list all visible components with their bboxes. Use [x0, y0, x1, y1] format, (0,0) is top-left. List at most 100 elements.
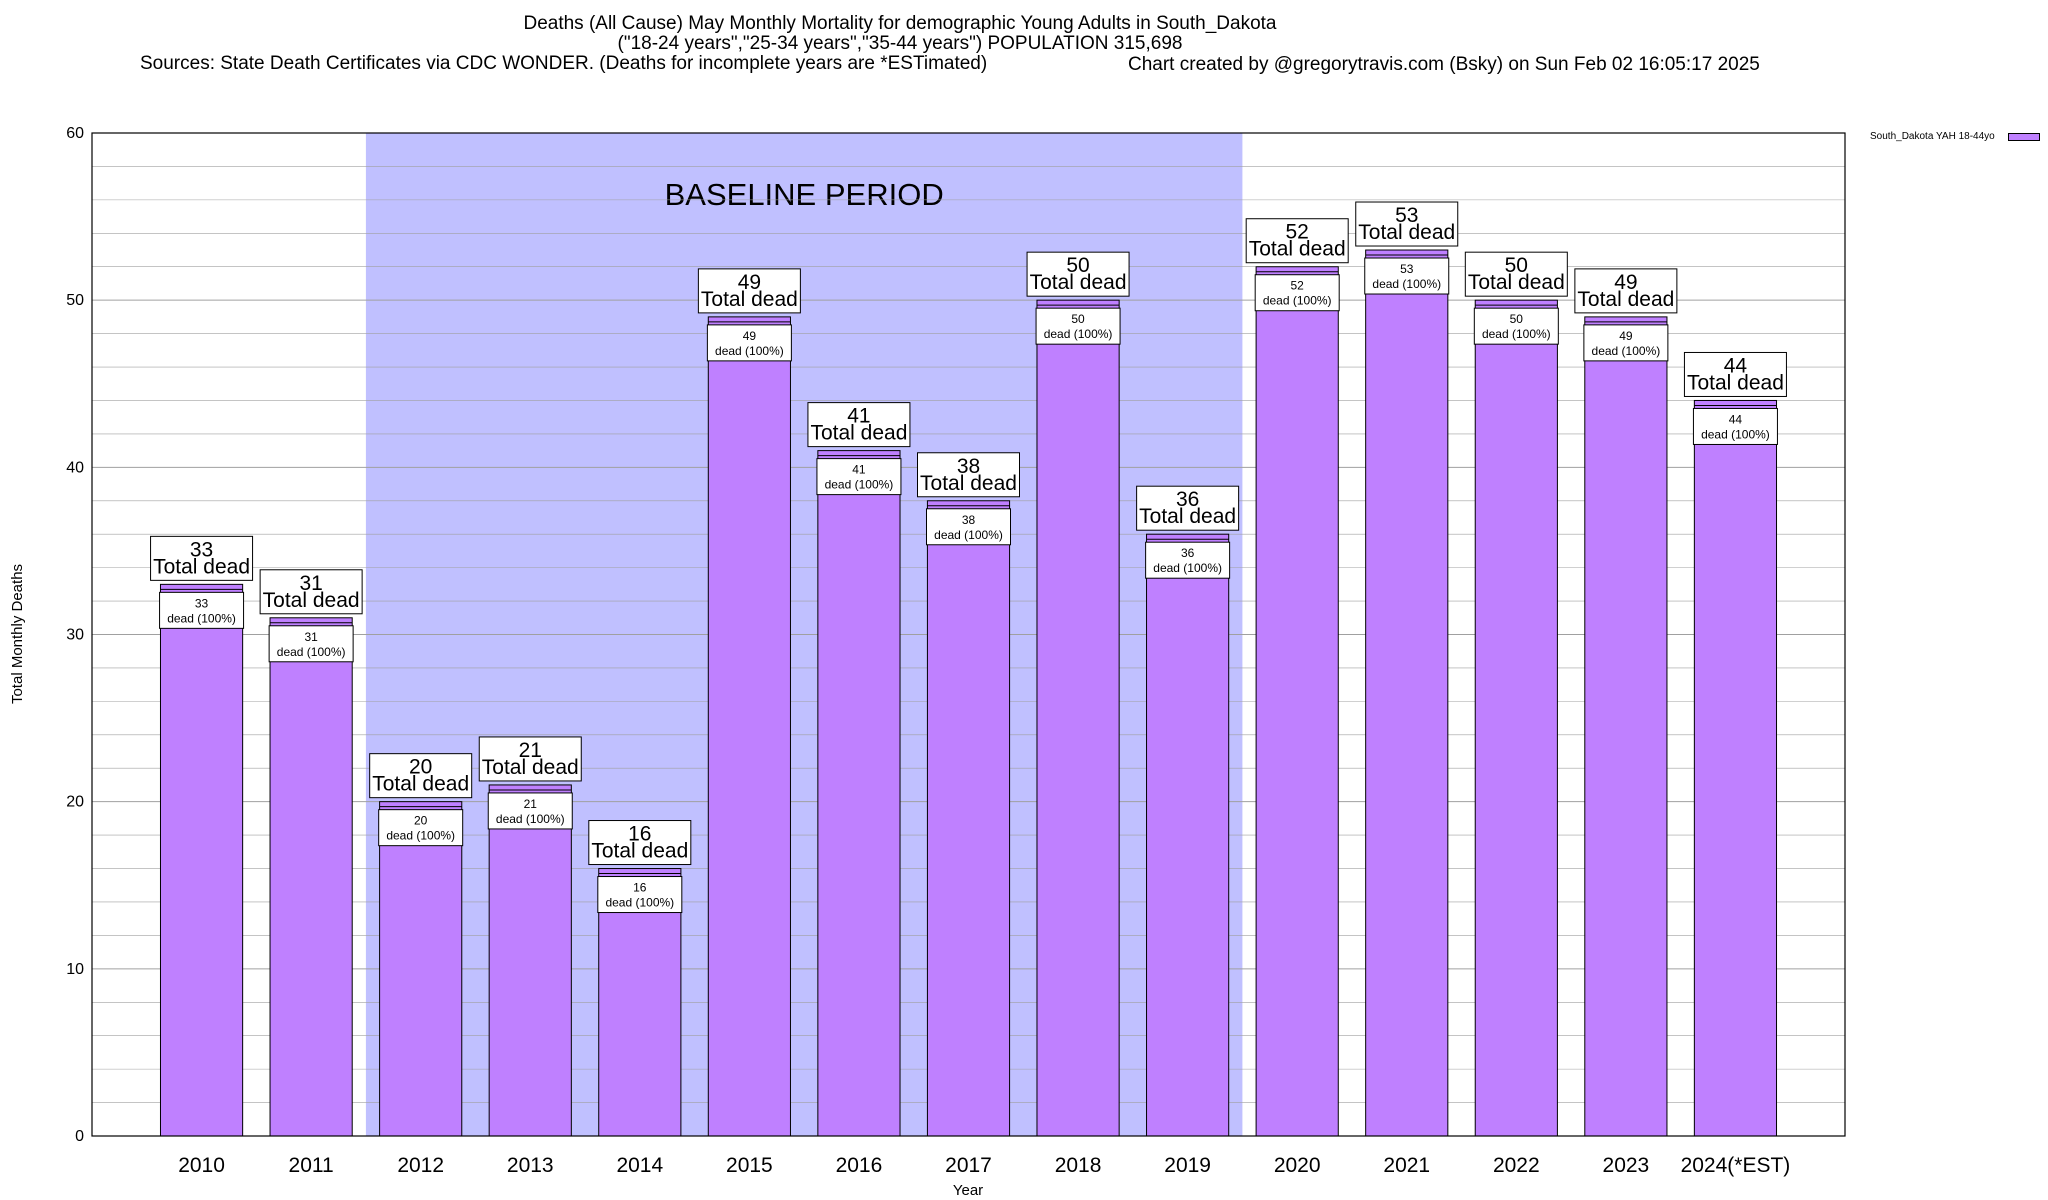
inner-label-text: dead (100%) [934, 528, 1003, 542]
bar [1365, 249, 1449, 1137]
bar [1036, 299, 1120, 1137]
inner-label-box [1583, 324, 1669, 362]
inner-label-box [1145, 541, 1231, 579]
x-tick-label: 2011 [289, 1154, 334, 1177]
outer-label-text: Total dead [1030, 271, 1127, 294]
plot-frame [91, 132, 1846, 1137]
y-tick-label: 30 [66, 627, 84, 644]
inner-label-value: 41 [852, 463, 866, 477]
outer-label-value: 21 [519, 739, 542, 762]
inner-label-value: 16 [633, 881, 647, 895]
inner-label-text: dead (100%) [167, 611, 236, 625]
inner-label-box [268, 625, 354, 663]
outer-label-text: Total dead [1249, 238, 1346, 261]
x-tick-label: 2024(*EST) [1681, 1154, 1791, 1177]
bar [269, 617, 353, 1137]
x-tick-label: 2019 [1164, 1154, 1211, 1177]
bar [1146, 533, 1230, 1137]
outer-label-text: Total dead [263, 589, 360, 612]
outer-label-box [588, 820, 692, 866]
outer-label-value: 49 [738, 271, 761, 294]
outer-label-box [1574, 268, 1678, 314]
inner-label-text: dead (100%) [715, 344, 784, 358]
bar [1255, 266, 1339, 1137]
y-tick-label: 0 [75, 1128, 84, 1145]
inner-label-box [816, 458, 902, 496]
x-tick-label: 2012 [397, 1154, 444, 1177]
chart-credit: Chart created by @gregorytravis.com (Bsk… [1128, 54, 1760, 75]
bar [817, 450, 901, 1137]
inner-label-value: 49 [1619, 329, 1633, 343]
bar [1474, 299, 1558, 1137]
inner-label-box [1364, 257, 1450, 295]
outer-label-text: Total dead [153, 555, 250, 578]
outer-label-box [917, 452, 1020, 498]
x-tick-label: 2022 [1493, 1154, 1540, 1177]
outer-label-box [478, 736, 582, 782]
bar [598, 868, 682, 1137]
inner-label-text: dead (100%) [386, 829, 455, 843]
y-tick-label: 20 [66, 794, 84, 811]
inner-label-box [1473, 307, 1559, 345]
bar [159, 583, 244, 1137]
x-tick-label: 2010 [178, 1154, 225, 1177]
x-tick-label: 2020 [1274, 1154, 1321, 1177]
outer-label-value: 41 [847, 405, 870, 428]
axes: 2010 2011 2012 2013 2014 2015 2016 2017 2018 2019… [9, 125, 1846, 1199]
outer-label-text: Total dead [810, 422, 907, 445]
inner-label-value: 50 [1071, 312, 1085, 326]
outer-label-text: Total dead [1687, 371, 1784, 394]
inner-label-text: dead (100%) [1044, 327, 1113, 341]
inner-label-box [706, 324, 792, 362]
baseline-label: BASELINE PERIOD [665, 177, 944, 212]
inner-label-value: 21 [524, 797, 538, 811]
outer-label-text: Total dead [1358, 221, 1455, 244]
y-tick-label: 40 [66, 459, 84, 476]
outer-label-text: Total dead [920, 472, 1017, 495]
outer-label-value: 50 [1505, 254, 1528, 277]
inner-label-box [926, 508, 1011, 546]
bar [707, 316, 791, 1137]
inner-label-box [159, 591, 245, 629]
inner-label-box [1692, 407, 1778, 445]
inner-label-text: dead (100%) [1701, 427, 1770, 441]
outer-label-box [1464, 251, 1568, 297]
outer-label-text: Total dead [372, 773, 469, 796]
outer-label-text: Total dead [1577, 288, 1674, 311]
y-tick-label: 60 [66, 125, 84, 142]
inner-label-text: dead (100%) [825, 478, 894, 492]
outer-label-box [1355, 201, 1459, 247]
inner-label-box [1035, 307, 1121, 345]
x-tick-label: 2013 [507, 1154, 554, 1177]
inner-label-text: dead (100%) [496, 812, 565, 826]
legend-label: South_Dakota YAH 18-44yo [1870, 131, 1995, 142]
inner-label-text: dead (100%) [1372, 277, 1441, 291]
bar [488, 784, 572, 1137]
inner-label-value: 20 [414, 814, 428, 828]
outer-label-text: Total dead [701, 288, 798, 311]
bar [1584, 316, 1668, 1137]
inner-label-box [487, 792, 573, 830]
chart-subtitle: ("18-24 years","25-34 years","35-44 year… [617, 33, 1183, 54]
outer-label-text: Total dead [1468, 271, 1565, 294]
outer-label-box [1136, 485, 1240, 531]
inner-label-value: 38 [962, 513, 976, 527]
outer-label-value: 33 [190, 538, 213, 561]
inner-label-box [378, 809, 464, 847]
x-tick-label: 2014 [616, 1154, 663, 1177]
y-tick-label: 10 [66, 961, 84, 978]
inner-label-text: dead (100%) [1153, 561, 1222, 575]
inner-label-value: 31 [304, 630, 318, 644]
outer-label-value: 52 [1286, 221, 1309, 244]
x-tick-label: 2021 [1383, 1154, 1430, 1177]
y-axis-label: Total Monthly Deaths [9, 564, 26, 704]
outer-label-value: 31 [299, 572, 322, 595]
inner-label-box [597, 876, 683, 914]
x-tick-label: 2015 [726, 1154, 773, 1177]
outer-label-text: Total dead [591, 840, 688, 863]
inner-label-value: 49 [743, 329, 757, 343]
bar [926, 500, 1011, 1137]
inner-label-value: 36 [1181, 546, 1195, 560]
